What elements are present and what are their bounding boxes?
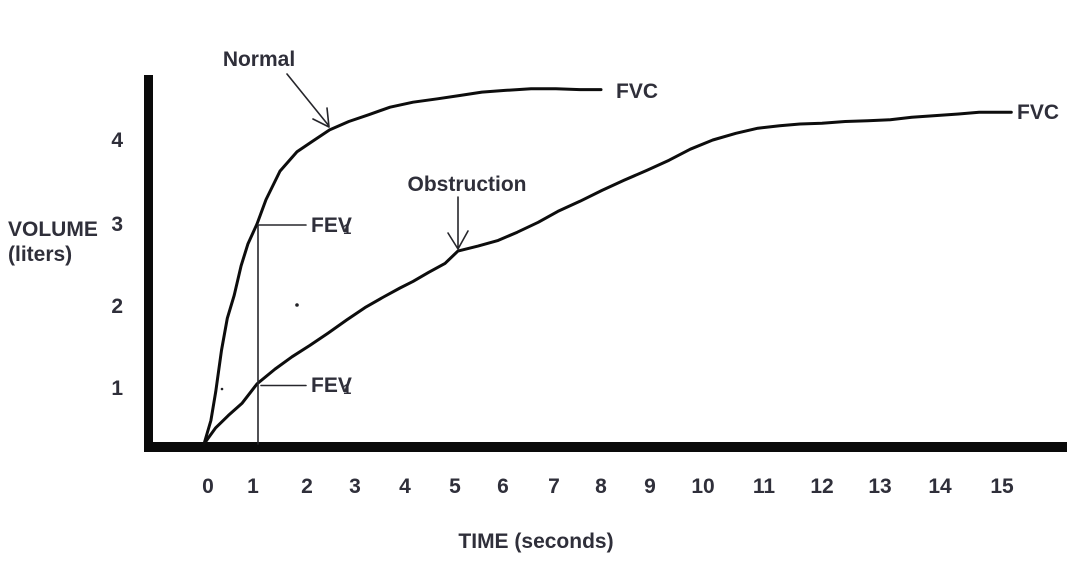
x-tick-label: 4 bbox=[399, 475, 411, 498]
fvc-obstruction-label: FVC bbox=[1017, 101, 1059, 124]
x-axis-line bbox=[145, 442, 1067, 452]
x-tick-label: 6 bbox=[497, 475, 509, 498]
x-tick-label: 10 bbox=[691, 475, 714, 498]
y-axis-line bbox=[144, 75, 153, 452]
y-axis-units: (liters) bbox=[8, 243, 72, 266]
obstruction-arrow bbox=[447, 196, 469, 250]
x-tick-label: 9 bbox=[644, 475, 656, 498]
obstruction-curve bbox=[202, 110, 1013, 446]
y-axis-tick-labels: 1 2 3 4 bbox=[111, 129, 123, 400]
y-axis-title: VOLUME bbox=[8, 218, 98, 241]
x-tick-label: 2 bbox=[301, 475, 313, 498]
x-tick-label: 3 bbox=[349, 475, 361, 498]
fvc-normal-label: FVC bbox=[616, 80, 658, 103]
x-tick-label: 8 bbox=[595, 475, 607, 498]
x-tick-label: 5 bbox=[449, 475, 461, 498]
x-tick-label: 11 bbox=[753, 475, 776, 498]
ink-speck bbox=[220, 387, 224, 391]
x-tick-label: 7 bbox=[548, 475, 560, 498]
x-tick-label: 14 bbox=[928, 475, 952, 498]
y-tick-label: 4 bbox=[111, 129, 123, 152]
y-tick-label: 1 bbox=[111, 377, 123, 400]
x-axis-title: TIME (seconds) bbox=[458, 530, 613, 553]
x-tick-label: 12 bbox=[810, 475, 833, 498]
x-axis-tick-labels: 0 1 2 3 4 5 6 7 8 9 10 11 12 13 14 15 bbox=[202, 475, 1014, 498]
y-tick-label: 2 bbox=[111, 295, 123, 318]
x-tick-label: 15 bbox=[990, 475, 1014, 498]
x-tick-label: 0 bbox=[202, 475, 214, 498]
fev1-normal-subscript: 1 bbox=[343, 221, 351, 238]
y-tick-label: 3 bbox=[111, 213, 123, 236]
x-tick-label: 1 bbox=[247, 475, 259, 498]
ink-speck bbox=[295, 303, 299, 307]
normal-curve bbox=[202, 87, 603, 446]
fev1-normal-label: FEV bbox=[311, 214, 352, 237]
obstruction-series-label: Obstruction bbox=[408, 173, 527, 196]
normal-arrow bbox=[286, 73, 330, 128]
fev1-obstruction-label: FEV bbox=[311, 374, 352, 397]
fev1-obstruction-subscript: 1 bbox=[343, 381, 351, 398]
normal-series-label: Normal bbox=[223, 48, 295, 71]
x-tick-label: 13 bbox=[868, 475, 891, 498]
